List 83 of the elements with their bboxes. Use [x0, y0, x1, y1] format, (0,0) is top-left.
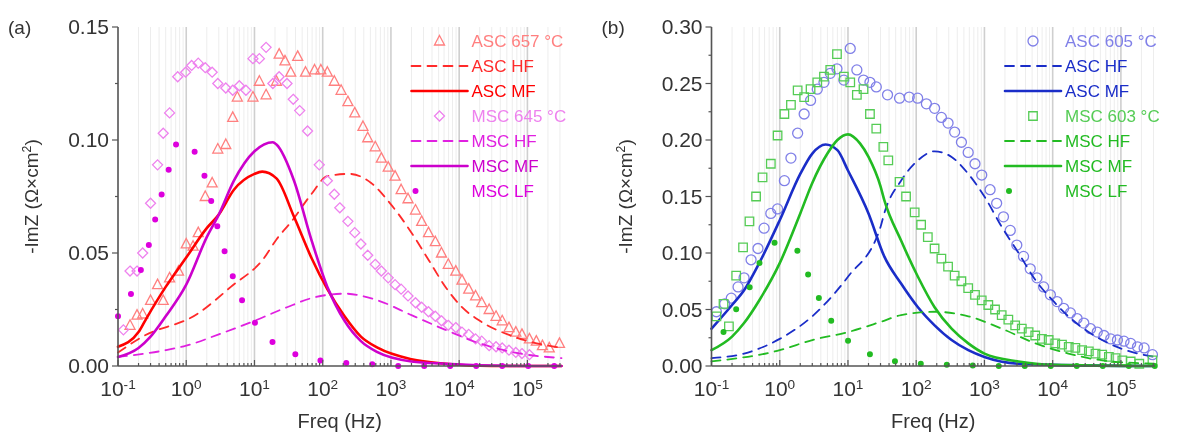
point: [503, 344, 515, 356]
x-tick-label: 10$^{1}$: [238, 376, 270, 400]
y-tick-label: 0.05: [661, 297, 703, 321]
point: [267, 77, 279, 90]
point: [233, 80, 245, 92]
point: [523, 349, 536, 361]
x-tick-label: 10$^{1}$: [832, 376, 864, 400]
point: [220, 82, 232, 94]
x-tick-label: 10$^{5}$: [511, 376, 544, 400]
legend-label: ASC HF: [471, 57, 534, 76]
chart-title: (a): [8, 17, 32, 38]
point: [247, 52, 259, 65]
point: [450, 321, 462, 334]
point: [124, 265, 136, 277]
point: [117, 324, 130, 336]
y-tick-label: 0.10: [68, 128, 109, 151]
legend-label: ASC 657 °C: [471, 32, 564, 51]
legend-label: ASC MF: [471, 82, 536, 101]
y-tick-label: 0.00: [661, 354, 703, 377]
legend-label: ASC 605 °C: [1065, 32, 1157, 51]
point: [483, 340, 495, 352]
point: [151, 159, 164, 171]
point: [172, 71, 184, 83]
point: [490, 341, 502, 353]
x-tick-label: 10$^{4}$: [443, 376, 476, 400]
x-tick-label: 10$^{3}$: [968, 376, 1000, 400]
point: [144, 197, 157, 209]
point: [422, 306, 435, 318]
y-tick-label: 0.15: [661, 184, 703, 208]
point: [476, 335, 488, 347]
point: [469, 333, 482, 345]
x-axis-title: Freq (Hz): [297, 410, 382, 432]
point: [192, 57, 204, 69]
point: [212, 77, 224, 90]
x-tick-label: 10$^{0}$: [170, 376, 203, 400]
point: [206, 66, 218, 78]
point: [131, 265, 143, 277]
y-tick-label: 0.05: [68, 241, 109, 264]
x-tick-label: 10$^{-1}$: [693, 376, 730, 400]
y-tick-label: 0.25: [661, 71, 703, 95]
point: [456, 326, 468, 338]
point: [163, 107, 176, 119]
y-tick-label: 0.00: [68, 354, 109, 377]
point: [429, 310, 441, 322]
y-tick-label: 0.30: [661, 15, 703, 38]
point: [435, 315, 448, 327]
legend-label: MSC HF: [1065, 132, 1131, 151]
x-tick-label: 10$^{-1}$: [100, 376, 136, 400]
x-tick-label: 10$^{2}$: [307, 376, 339, 400]
point: [199, 62, 211, 74]
legend-label: MSC MF: [471, 157, 539, 176]
x-tick-label: 10$^{3}$: [375, 376, 407, 400]
point: [185, 59, 198, 72]
legend-label: MSC HF: [471, 132, 537, 151]
point: [137, 247, 149, 259]
point: [179, 66, 192, 78]
point: [240, 84, 252, 96]
point: [281, 77, 293, 90]
point: [253, 52, 266, 65]
point: [516, 347, 528, 360]
legend-label: MSC LF: [1065, 182, 1128, 201]
x-tick-label: 10$^{0}$: [764, 376, 796, 400]
legend-label: MSC MF: [1065, 157, 1133, 176]
x-tick-label: 10$^{5}$: [1105, 376, 1137, 400]
point: [227, 84, 239, 96]
legend-label: MSC LF: [471, 182, 534, 201]
legend-label: MSC 603 °C: [1065, 107, 1160, 126]
point: [510, 346, 522, 359]
y-tick-label: 0.10: [661, 241, 703, 264]
x-tick-label: 10$^{2}$: [900, 376, 932, 400]
point: [260, 41, 272, 53]
point: [496, 342, 508, 354]
chart-title: (b): [601, 17, 625, 38]
y-tick-label: 0.20: [661, 128, 703, 151]
y-tick-label: 0.15: [68, 15, 109, 38]
point: [157, 127, 169, 139]
legend-label: ASC HF: [1065, 57, 1128, 76]
point: [442, 319, 454, 331]
x-axis-title: Freq (Hz): [891, 410, 976, 432]
x-tick-label: 10$^{4}$: [1037, 376, 1069, 400]
legend-label: ASC MF: [1065, 82, 1130, 101]
point: [301, 125, 314, 137]
legend-label: MSC 645 °C: [471, 107, 567, 126]
